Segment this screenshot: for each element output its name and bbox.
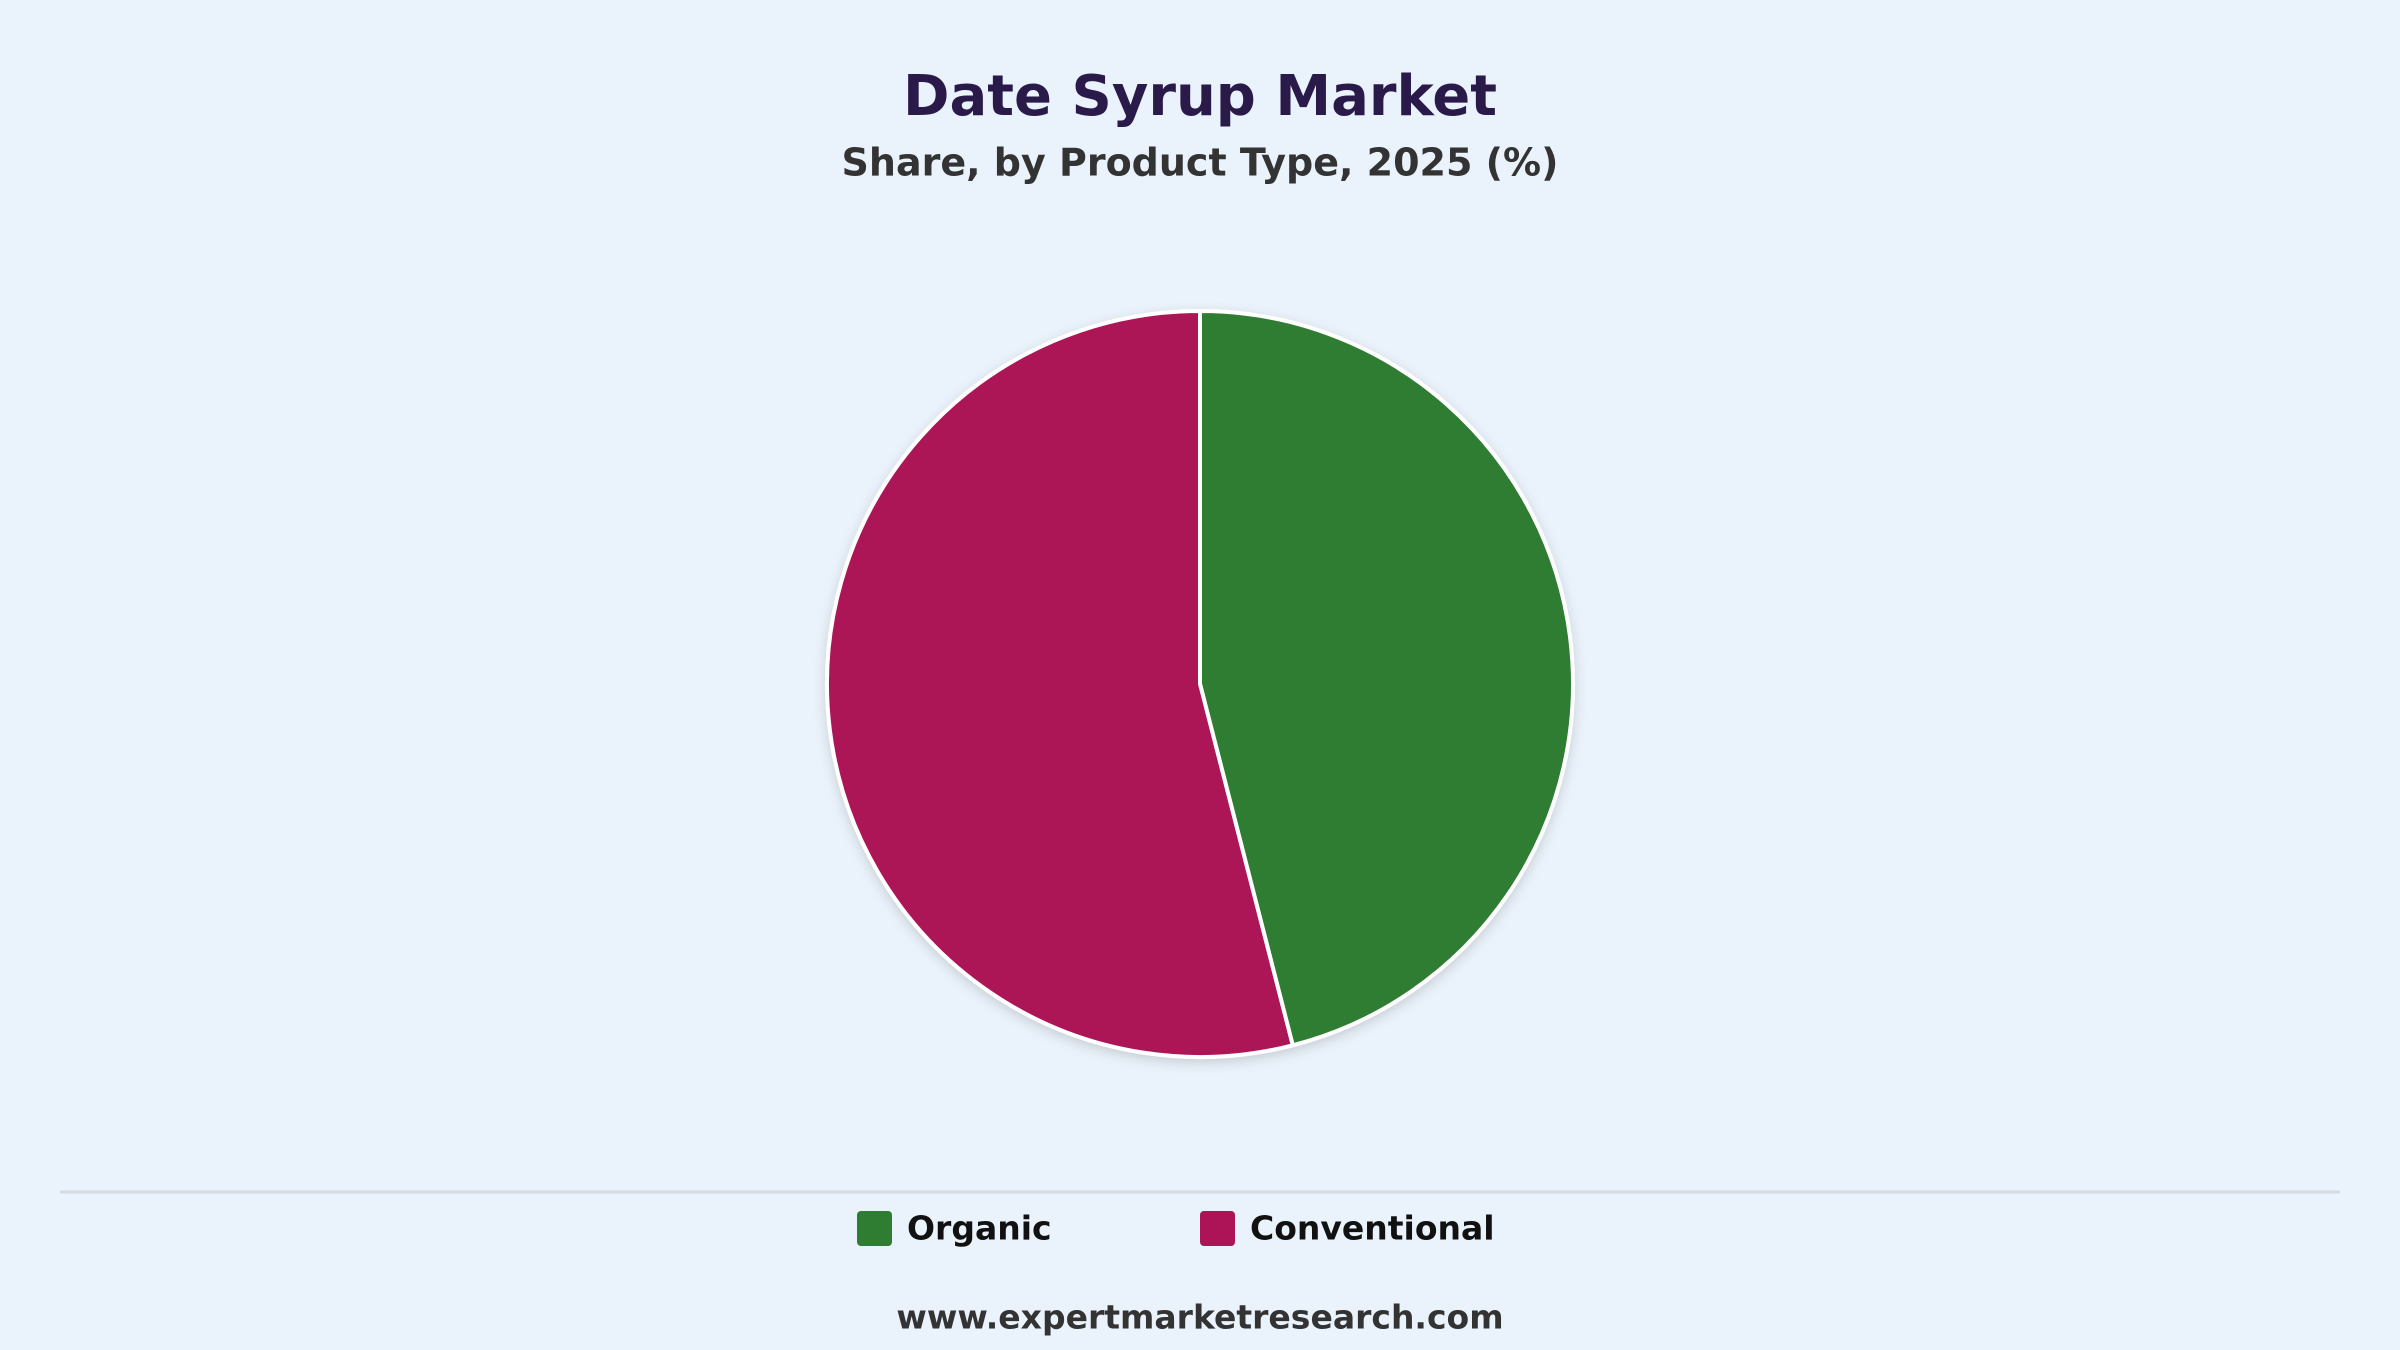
chart-title: Date Syrup Market bbox=[903, 64, 1497, 129]
pie-slice bbox=[825, 309, 1295, 1059]
source: www.expertmarketresearch.com bbox=[896, 1298, 1503, 1337]
pie bbox=[825, 309, 1575, 1059]
chart-subtitle: Share, by Product Type, 2025 (%) bbox=[842, 141, 1559, 185]
pie-slice bbox=[1198, 309, 1575, 1048]
legend-label: Conventional bbox=[1250, 1209, 1495, 1248]
legend: Organic Conventional bbox=[857, 1209, 1495, 1248]
legend-label: Organic bbox=[907, 1209, 1052, 1248]
legend-swatch bbox=[1200, 1211, 1235, 1246]
legend-swatch bbox=[857, 1211, 892, 1246]
